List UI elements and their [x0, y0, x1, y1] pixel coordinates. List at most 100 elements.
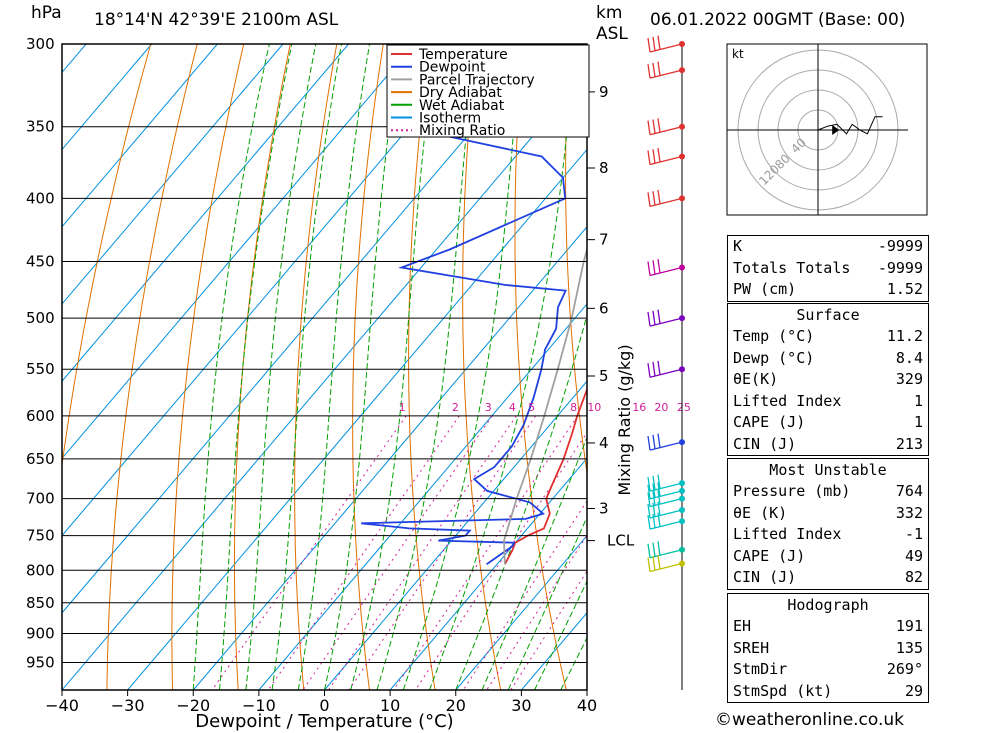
- surface-label: Lifted Index: [733, 391, 842, 410]
- index-label: K: [733, 237, 743, 255]
- wind-barb-feather: [657, 482, 661, 497]
- pressure-tick-label: 650: [26, 450, 55, 468]
- x-tick-label: 30: [511, 696, 531, 715]
- most-unstable-row: Lifted Index -1: [728, 524, 928, 546]
- hodograph-value: 269°: [886, 660, 923, 678]
- most-unstable-table: Most Unstable Pressure (mb) 764 θE (K) 332 L…: [727, 458, 929, 590]
- wind-barb-feather: [647, 557, 651, 572]
- most-unstable-label: CAPE (J): [733, 546, 806, 565]
- hodograph-table: Hodograph EH 191 SREH 135 StmDir 269° StmSpd (…: [727, 593, 929, 703]
- x-tick-label: 0: [319, 696, 329, 715]
- km-tick-label: 9: [599, 83, 609, 101]
- mixing-ratio-label: 2: [452, 401, 459, 414]
- wet-adiabat-line: [507, 515, 587, 690]
- index-value: -9999: [877, 258, 923, 277]
- mixing-ratio-line: [486, 534, 587, 690]
- dry-adiabat-line: [106, 44, 198, 690]
- wind-barb-feather: [647, 435, 651, 451]
- wind-barb-feather: [652, 119, 656, 134]
- wind-barb-feather: [657, 148, 661, 163]
- index-row: Totals Totals -9999: [728, 258, 928, 280]
- wind-barb-feather: [652, 260, 656, 275]
- x-tick-label: −40: [45, 696, 79, 715]
- location-title: 18°14'N 42°39'E 2100m ASL: [94, 10, 339, 30]
- surface-value: 213: [895, 434, 923, 453]
- mixing-ratio-label: 8: [570, 401, 577, 414]
- wind-barb-feather: [647, 120, 651, 135]
- wind-barb-feather: [647, 150, 651, 165]
- most-unstable-label: CIN (J): [733, 568, 797, 586]
- wind-barb-feather: [652, 149, 656, 164]
- legend-label: Parcel Trajectory: [419, 72, 535, 88]
- surface-value: 11.2: [886, 327, 923, 345]
- surface-value: 1: [913, 413, 923, 431]
- wind-barb-feather: [652, 434, 656, 449]
- most-unstable-value: 332: [895, 503, 923, 522]
- hpa-unit-label: hPa: [31, 3, 62, 23]
- wind-barb-feather: [657, 501, 661, 516]
- mixing-ratio-label: 3: [485, 401, 492, 414]
- surface-value: 8.4: [895, 348, 923, 367]
- pressure-tick-label: 700: [26, 490, 55, 508]
- isotherm-line: [324, 380, 587, 690]
- index-value: 1.52: [886, 280, 923, 298]
- pressure-tick-label: 950: [26, 653, 55, 671]
- wind-barb-feather: [657, 541, 661, 556]
- hodograph-row: StmSpd (kt) 29: [728, 681, 928, 703]
- dry-adiabat-line: [62, 44, 152, 469]
- series-dewpoint: [361, 44, 567, 565]
- mixing-ratio-line: [462, 500, 587, 690]
- isotherm-line: [62, 44, 284, 305]
- wind-barb-feather: [647, 492, 651, 507]
- wind-barb-feather: [647, 484, 651, 499]
- hodograph-value: 191: [895, 617, 923, 635]
- pressure-tick-label: 550: [26, 360, 55, 378]
- pressure-tick-label: 600: [26, 407, 55, 425]
- hodograph-label: SREH: [733, 638, 770, 657]
- wind-barb-feather: [657, 309, 661, 324]
- pressure-tick-label: 800: [26, 561, 55, 579]
- wet-adiabat-line: [481, 435, 587, 690]
- most-unstable-value: 49: [904, 546, 923, 565]
- x-tick-label: −30: [111, 696, 145, 715]
- surface-row: CIN (J) 213: [728, 434, 928, 456]
- asl-unit-label: ASL: [596, 24, 628, 44]
- isotherm-line: [389, 457, 587, 690]
- km-tick-label: LCL: [607, 532, 635, 550]
- wind-barb-feather: [657, 118, 661, 133]
- wind-barb-feather: [647, 261, 651, 276]
- pressure-tick-label: 300: [26, 35, 55, 53]
- dry-adiabat-line: [171, 44, 245, 690]
- most-unstable-row: θE (K) 332: [728, 503, 928, 525]
- most-unstable-value: -1: [904, 525, 923, 543]
- wet-adiabat-line: [192, 44, 270, 690]
- mixing-ratio-axis-label: Mixing Ratio (g/kg): [615, 344, 634, 495]
- wind-barb-feather: [657, 258, 661, 274]
- wind-barb-feather: [647, 64, 651, 79]
- datetime-title: 06.01.2022 00GMT (Base: 00): [650, 10, 906, 30]
- pressure-tick-label: 500: [26, 309, 55, 327]
- surface-label: CIN (J): [733, 434, 797, 453]
- legend-label: Temperature: [418, 47, 508, 63]
- wind-barb-feather: [652, 513, 656, 529]
- wet-adiabat-line: [245, 44, 317, 690]
- pressure-tick-label: 850: [26, 594, 55, 612]
- most-unstable-row: CIN (J) 82: [728, 567, 928, 589]
- most-unstable-value: 82: [904, 568, 923, 586]
- surface-label: CAPE (J): [733, 413, 806, 431]
- storm-motion-marker: [832, 125, 840, 135]
- wet-adiabat-line: [376, 44, 477, 690]
- pressure-tick-label: 900: [26, 624, 55, 642]
- isotherm-line: [62, 71, 587, 690]
- most-unstable-label: θE (K): [733, 503, 788, 522]
- x-tick-label: 10: [380, 696, 400, 715]
- weatheronline-credit: ©weatheronline.co.uk: [715, 710, 905, 730]
- wet-adiabat-line: [219, 44, 293, 690]
- legend-label: Isotherm: [419, 111, 481, 127]
- hodograph-title: Hodograph: [787, 596, 869, 614]
- mixing-ratio-line: [348, 415, 537, 690]
- surface-row: Temp (°C) 11.2: [728, 326, 928, 348]
- wind-barb-feather: [652, 483, 656, 498]
- surface-row: CAPE (J) 1: [728, 412, 928, 434]
